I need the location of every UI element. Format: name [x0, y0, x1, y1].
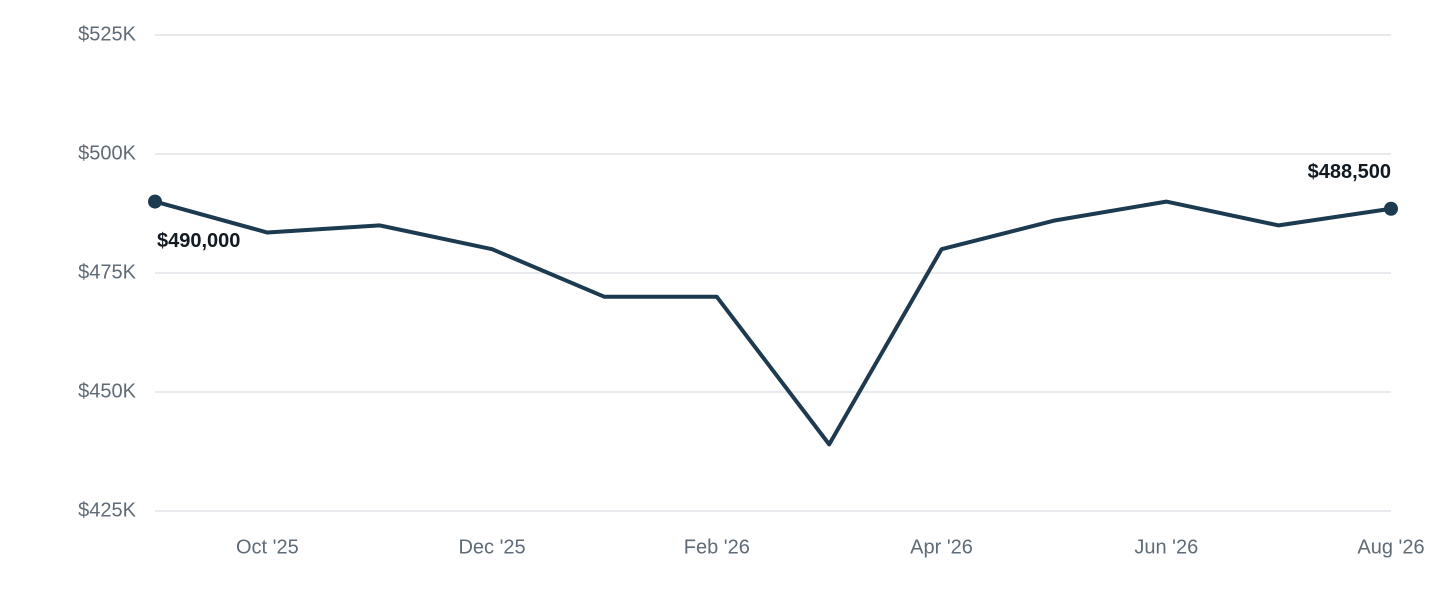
y-tick-label: $450K	[78, 380, 136, 402]
x-tick-label: Feb '26	[684, 536, 750, 558]
x-tick-label: Dec '25	[458, 536, 525, 558]
x-tick-label: Jun '26	[1134, 536, 1198, 558]
x-tick-label: Oct '25	[236, 536, 299, 558]
value-label: $488,500	[1308, 161, 1391, 183]
x-tick-label: Apr '26	[910, 536, 973, 558]
value-label: $490,000	[157, 230, 240, 252]
y-tick-label: $425K	[78, 499, 136, 521]
y-tick-label: $525K	[78, 23, 136, 45]
y-tick-label: $500K	[78, 142, 136, 164]
x-tick-label: Aug '26	[1357, 536, 1424, 558]
point	[1384, 201, 1398, 216]
y-tick-label: $475K	[78, 261, 136, 283]
point	[148, 194, 162, 209]
line	[154, 199, 1392, 447]
